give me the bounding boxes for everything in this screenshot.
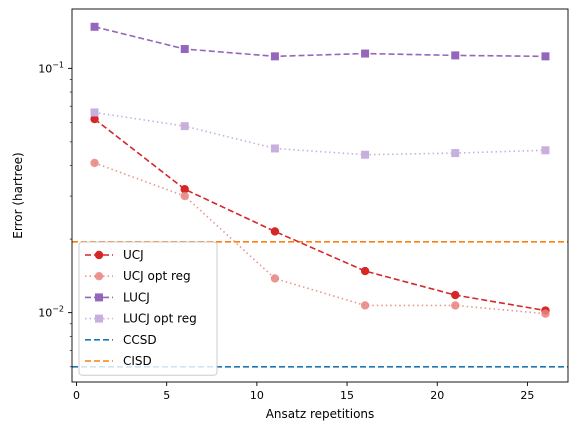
legend-box xyxy=(78,241,218,376)
data-point-lucj xyxy=(451,51,460,60)
legend-item-cisd: CISD xyxy=(85,354,152,368)
data-point-lucj-opt-reg xyxy=(451,149,460,158)
data-point-lucj xyxy=(361,49,370,58)
x-tick-label: 15 xyxy=(340,389,354,402)
data-point-lucj-opt-reg xyxy=(180,122,189,131)
x-tick-label: 10 xyxy=(250,389,264,402)
legend-label: CISD xyxy=(123,354,152,368)
legend-marker xyxy=(94,250,104,260)
x-tick-label: 5 xyxy=(163,389,170,402)
legend-label: CCSD xyxy=(123,333,157,347)
data-point-ucj xyxy=(360,266,370,276)
legend-item-lucj: LUCJ xyxy=(85,290,150,304)
legend-item-lucj-opt-reg: LUCJ opt reg xyxy=(85,312,197,326)
data-point-ucj-opt-reg xyxy=(180,191,189,201)
data-point-lucj xyxy=(180,45,189,54)
data-point-lucj-opt-reg xyxy=(361,150,370,159)
data-point-ucj xyxy=(270,227,280,236)
series-line-lucj xyxy=(94,25,546,58)
data-point-lucj-opt-reg xyxy=(541,146,550,155)
axis-ticks: 0 5 10 15 20 25 10−2 10−1 xyxy=(38,60,534,402)
plot-frame xyxy=(71,8,569,383)
data-point-ucj-opt-reg xyxy=(270,274,280,283)
legend-label: UCJ xyxy=(123,248,144,262)
legend-item-ucj-opt-reg: UCJ opt reg xyxy=(85,269,191,283)
x-axis-label: Ansatz repetitions xyxy=(266,407,375,421)
data-point-lucj xyxy=(90,22,99,31)
data-point-ucj-opt-reg xyxy=(90,158,99,168)
legend-label: UCJ opt reg xyxy=(123,269,191,283)
x-tick-label: 0 xyxy=(73,389,80,402)
legend-marker xyxy=(95,293,103,302)
series-lucj-opt-reg xyxy=(90,108,550,159)
data-point-lucj xyxy=(270,52,279,61)
data-point-ucj xyxy=(180,185,189,194)
data-point-lucj-opt-reg xyxy=(90,108,99,117)
y-axis-label: Error (hartree) xyxy=(11,152,25,238)
data-point-ucj-opt-reg xyxy=(541,309,550,318)
legend-label: LUCJ opt reg xyxy=(123,312,197,326)
data-point-ucj-opt-reg xyxy=(451,301,460,310)
legend-marker xyxy=(95,314,103,323)
series-line-ucj xyxy=(94,118,546,312)
series-ucj-opt-reg xyxy=(90,158,550,318)
y-tick-label: 10−1 xyxy=(38,60,64,75)
data-point-ucj-opt-reg xyxy=(360,301,370,310)
data-point-ucj xyxy=(90,114,99,124)
data-point-lucj-opt-reg xyxy=(270,144,279,153)
legend-label: LUCJ xyxy=(123,290,150,304)
series-lucj xyxy=(90,22,550,61)
legend-item-ccsd: CCSD xyxy=(85,333,157,347)
y-tick-label: 10−2 xyxy=(38,305,64,320)
series-layer xyxy=(90,22,550,318)
x-tick-label: 25 xyxy=(520,389,534,402)
data-point-ucj xyxy=(451,290,460,300)
series-line-lucj-opt-reg xyxy=(94,111,546,156)
data-point-lucj xyxy=(541,52,550,61)
legend-item-ucj: UCJ xyxy=(85,248,144,262)
legend-marker xyxy=(94,272,104,281)
x-tick-label: 20 xyxy=(430,389,444,402)
series-ucj xyxy=(90,114,550,315)
legend: UCJ UCJ opt reg LUCJ LUCJ opt reg CCSD CISD xyxy=(78,241,218,376)
